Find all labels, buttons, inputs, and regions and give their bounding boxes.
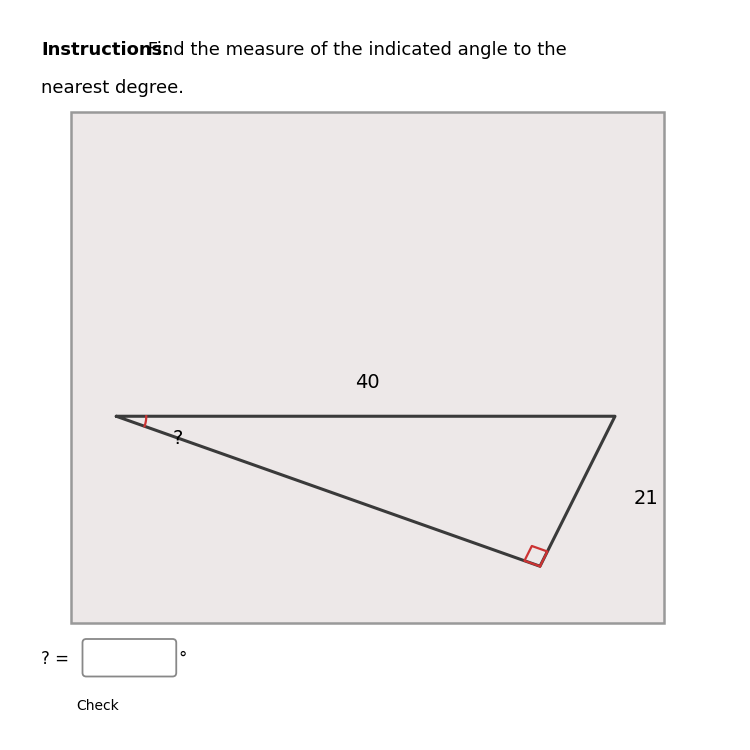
Text: °: ° xyxy=(178,650,187,668)
Text: 40: 40 xyxy=(356,373,380,392)
Text: ?: ? xyxy=(172,429,183,448)
Text: Check: Check xyxy=(76,700,118,713)
Text: Instructions:: Instructions: xyxy=(41,41,170,59)
FancyBboxPatch shape xyxy=(71,112,664,622)
FancyBboxPatch shape xyxy=(82,639,176,676)
Text: ? =: ? = xyxy=(41,650,69,668)
Text: Find the measure of the indicated angle to the: Find the measure of the indicated angle … xyxy=(142,41,567,59)
Text: 21: 21 xyxy=(634,489,658,508)
Text: nearest degree.: nearest degree. xyxy=(41,79,184,97)
